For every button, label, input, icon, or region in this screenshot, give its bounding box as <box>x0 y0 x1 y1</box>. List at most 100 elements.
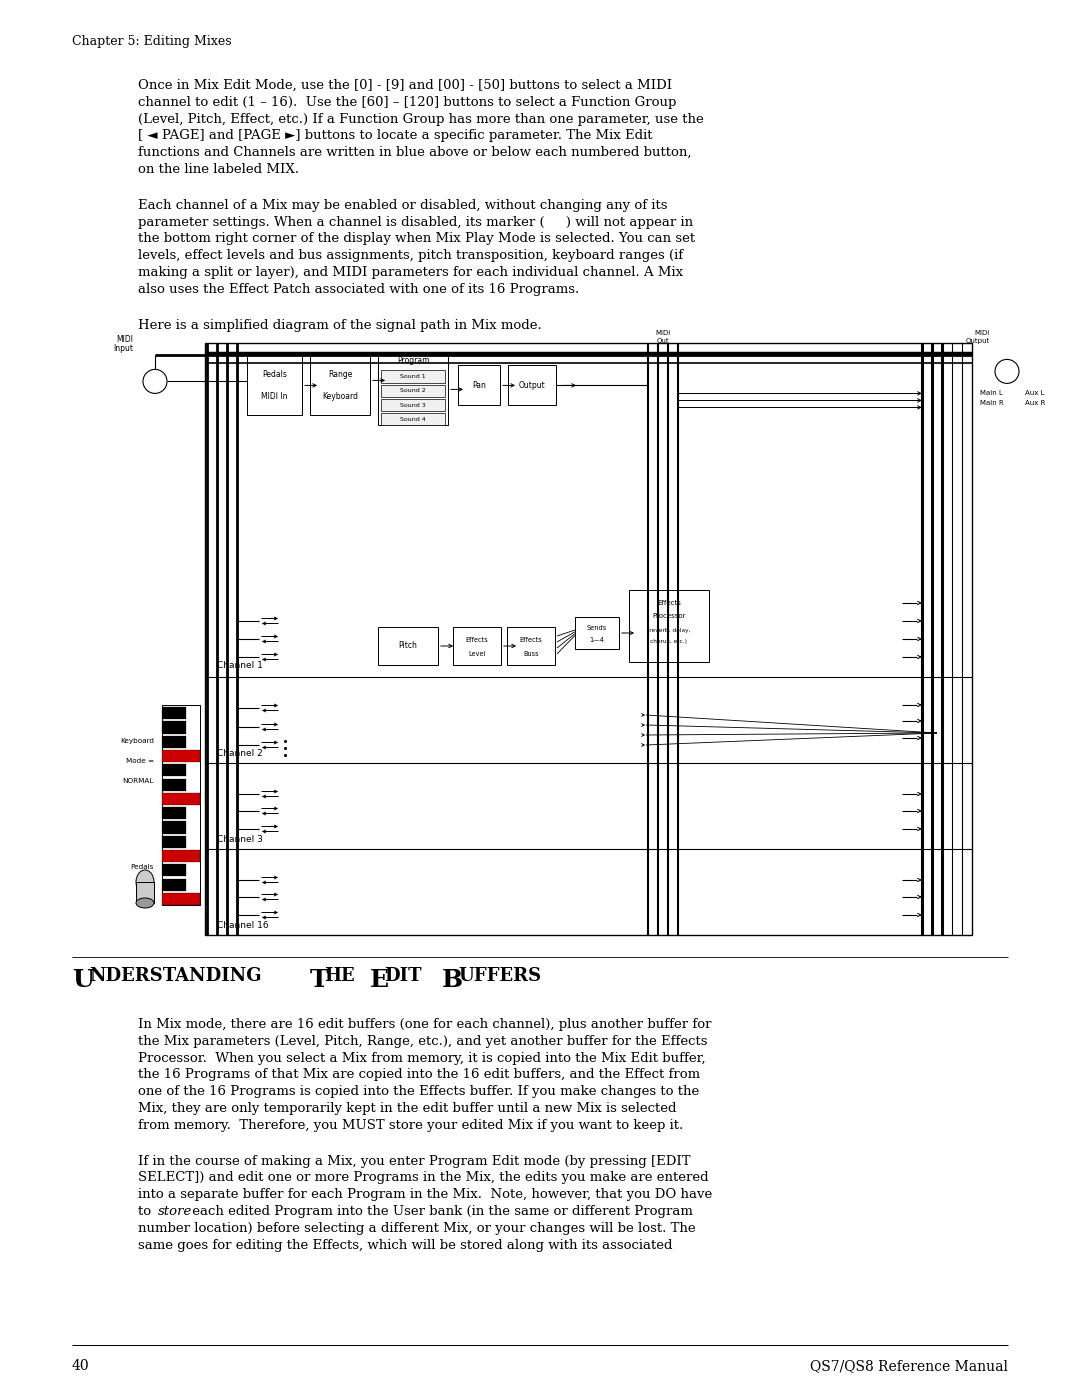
Text: Sends: Sends <box>586 626 607 631</box>
Text: number location) before selecting a different Mix, or your changes will be lost.: number location) before selecting a diff… <box>138 1222 696 1235</box>
Text: MIDI: MIDI <box>656 331 671 337</box>
Text: [ ◄ PAGE] and [PAGE ►] buttons to locate a specific parameter. The Mix Edit: [ ◄ PAGE] and [PAGE ►] buttons to locate… <box>138 130 652 142</box>
Bar <box>162 778 186 791</box>
Text: NDERSTANDING: NDERSTANDING <box>90 967 262 985</box>
Bar <box>162 835 186 848</box>
Bar <box>507 627 555 665</box>
Text: Processor: Processor <box>652 613 686 619</box>
Text: to: to <box>138 1206 156 1218</box>
Text: HE: HE <box>324 967 354 985</box>
Text: Aux L: Aux L <box>1025 390 1044 397</box>
Bar <box>162 865 186 876</box>
Text: Sound 3: Sound 3 <box>400 402 426 408</box>
Text: Effects: Effects <box>465 637 488 643</box>
Bar <box>162 893 200 905</box>
Text: Processor.  When you select a Mix from memory, it is copied into the Mix Edit bu: Processor. When you select a Mix from me… <box>138 1052 705 1065</box>
Text: T: T <box>310 968 328 992</box>
Bar <box>310 355 370 415</box>
Text: Keyboard: Keyboard <box>120 738 154 745</box>
Text: parameter settings. When a channel is disabled, its marker (     ) will not appe: parameter settings. When a channel is di… <box>138 215 693 229</box>
Text: the 16 Programs of that Mix are copied into the 16 edit buffers, and the Effect : the 16 Programs of that Mix are copied i… <box>138 1069 700 1081</box>
Text: same goes for editing the Effects, which will be stored along with its associate: same goes for editing the Effects, which… <box>138 1239 673 1252</box>
Text: functions and Channels are written in blue above or below each numbered button,: functions and Channels are written in bl… <box>138 147 691 159</box>
Text: MIDI In: MIDI In <box>261 391 287 401</box>
Text: Each channel of a Mix may be enabled or disabled, without changing any of its: Each channel of a Mix may be enabled or … <box>138 198 667 212</box>
Text: 1—4: 1—4 <box>590 637 605 643</box>
Bar <box>205 849 972 935</box>
Text: DIT: DIT <box>384 967 421 985</box>
Text: Pedals: Pedals <box>262 370 287 379</box>
Bar <box>381 384 445 397</box>
Text: QS7/QS8 Reference Manual: QS7/QS8 Reference Manual <box>810 1359 1008 1373</box>
Text: Input: Input <box>113 344 133 353</box>
Text: Output: Output <box>518 381 545 390</box>
Text: Sound 2: Sound 2 <box>400 388 426 394</box>
Bar <box>162 849 200 862</box>
Text: channel to edit (1 – 16).  Use the [60] – [120] buttons to select a Function Gro: channel to edit (1 – 16). Use the [60] –… <box>138 96 676 109</box>
Text: NORMAL: NORMAL <box>123 778 154 784</box>
Bar <box>458 366 500 405</box>
Text: Sound 1: Sound 1 <box>401 374 426 379</box>
Text: Mix, they are only temporarily kept in the edit buffer until a new Mix is select: Mix, they are only temporarily kept in t… <box>138 1102 676 1115</box>
Text: one of the 16 Programs is copied into the Effects buffer. If you make changes to: one of the 16 Programs is copied into th… <box>138 1085 699 1098</box>
Text: Channel 2: Channel 2 <box>217 749 262 757</box>
Text: the Mix parameters (Level, Pitch, Range, etc.), and yet another buffer for the E: the Mix parameters (Level, Pitch, Range,… <box>138 1035 707 1048</box>
Text: Channel 1: Channel 1 <box>217 661 262 669</box>
Text: levels, effect levels and bus assignments, pitch transposition, keyboard ranges : levels, effect levels and bus assignment… <box>138 249 684 263</box>
Text: In Mix mode, there are 16 edit buffers (one for each channel), plus another buff: In Mix mode, there are 16 edit buffers (… <box>138 1018 712 1031</box>
Text: Channel 3: Channel 3 <box>217 834 262 844</box>
Text: Main L: Main L <box>980 390 1003 397</box>
Bar <box>162 807 186 819</box>
Text: Pitch: Pitch <box>399 641 418 651</box>
Bar <box>575 617 619 650</box>
Text: into a separate buffer for each Program in the Mix.  Note, however, that you DO : into a separate buffer for each Program … <box>138 1189 712 1201</box>
Bar <box>162 879 186 891</box>
Text: Channel 16: Channel 16 <box>217 921 269 929</box>
Bar <box>162 736 186 747</box>
Bar <box>453 627 501 665</box>
Bar <box>629 590 708 662</box>
Text: Mode =: Mode = <box>126 759 154 764</box>
Text: MIDI: MIDI <box>116 335 133 344</box>
Bar <box>378 353 448 426</box>
Circle shape <box>995 359 1020 383</box>
Text: E: E <box>370 968 389 992</box>
Text: on the line labeled MIX.: on the line labeled MIX. <box>138 163 299 176</box>
Text: 40: 40 <box>72 1359 90 1373</box>
Text: Effects: Effects <box>519 637 542 643</box>
Bar <box>508 366 556 405</box>
Text: Sound 4: Sound 4 <box>400 416 426 422</box>
Text: Pan: Pan <box>472 381 486 390</box>
Ellipse shape <box>136 898 154 908</box>
Bar <box>381 414 445 426</box>
Bar <box>205 763 972 849</box>
Text: (reverb, delay,: (reverb, delay, <box>647 627 691 633</box>
Text: each edited Program into the User bank (in the same or different Program: each edited Program into the User bank (… <box>188 1206 692 1218</box>
Bar <box>162 821 186 834</box>
Text: Program: Program <box>396 356 429 365</box>
Bar <box>162 793 200 805</box>
Text: chorus, etc.): chorus, etc.) <box>650 640 688 644</box>
Bar <box>381 370 445 383</box>
Text: making a split or layer), and MIDI parameters for each individual channel. A Mix: making a split or layer), and MIDI param… <box>138 265 684 279</box>
Bar <box>381 400 445 411</box>
Bar <box>162 721 186 733</box>
Text: Range: Range <box>328 370 352 379</box>
Text: Chapter 5: Editing Mixes: Chapter 5: Editing Mixes <box>72 35 231 47</box>
Text: store: store <box>158 1206 192 1218</box>
Bar <box>162 764 186 777</box>
Text: Pedals: Pedals <box>131 863 154 870</box>
Text: SELECT]) and edit one or more Programs in the Mix, the edits you make are entere: SELECT]) and edit one or more Programs i… <box>138 1172 708 1185</box>
Text: (Level, Pitch, Effect, etc.) If a Function Group has more than one parameter, us: (Level, Pitch, Effect, etc.) If a Functi… <box>138 113 704 126</box>
Text: UFFERS: UFFERS <box>458 967 541 985</box>
Text: If in the course of making a Mix, you enter Program Edit mode (by pressing [EDIT: If in the course of making a Mix, you en… <box>138 1154 690 1168</box>
Text: the bottom right corner of the display when Mix Play Mode is selected. You can s: the bottom right corner of the display w… <box>138 232 696 246</box>
Text: Buss: Buss <box>523 651 539 658</box>
Text: Once in Mix Edit Mode, use the [0] - [9] and [00] - [50] buttons to select a MID: Once in Mix Edit Mode, use the [0] - [9]… <box>138 80 672 92</box>
Text: Keyboard: Keyboard <box>322 391 357 401</box>
Bar <box>136 882 154 902</box>
Text: B: B <box>442 968 463 992</box>
Text: also uses the Effect Patch associated with one of its 16 Programs.: also uses the Effect Patch associated wi… <box>138 282 579 296</box>
Text: Output: Output <box>966 338 990 345</box>
Text: Level: Level <box>469 651 486 658</box>
